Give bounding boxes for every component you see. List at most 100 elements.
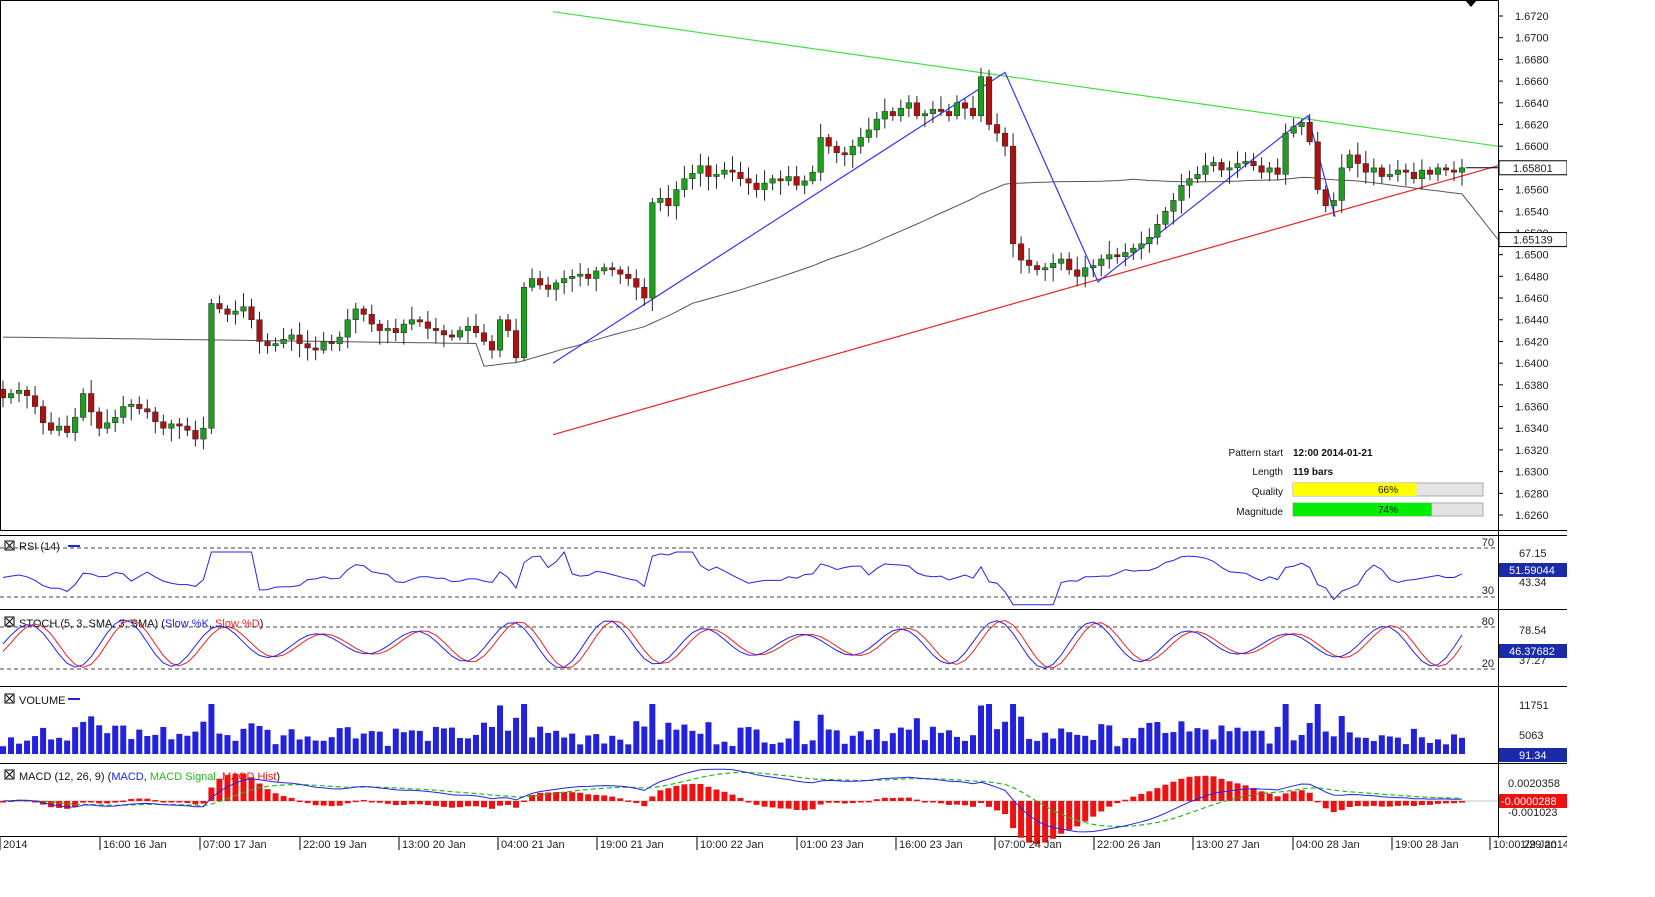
volume-bar [889, 733, 896, 754]
scroll-marker-icon[interactable] [1465, 0, 1477, 7]
volume-bar [280, 735, 287, 754]
time-tick-label: 19:00 28 Jan [1395, 839, 1459, 851]
macd-hist-bar [1426, 801, 1433, 805]
stoch-current-value: 46.37682 [1509, 646, 1555, 658]
candle-body [1218, 162, 1225, 171]
volume-bar [1018, 716, 1025, 754]
pattern-zigzag [552, 71, 1336, 364]
candle-body [1386, 174, 1393, 177]
candle-body [609, 267, 616, 271]
volume-bar [553, 730, 560, 754]
macd-hist-bar [1442, 801, 1449, 804]
price-tick-label: 1.6400 [1515, 358, 1549, 370]
macd-hist-bar [392, 801, 399, 806]
macd-hist-bar [953, 801, 960, 805]
volume-bar [184, 735, 191, 754]
candle-body [7, 393, 15, 399]
macd-hist-bar [456, 801, 463, 808]
candle-body [985, 76, 993, 125]
candle-body [464, 325, 472, 331]
macd-hist-bar [673, 785, 680, 801]
volume-bar [1442, 744, 1449, 754]
volume-bar [625, 744, 632, 754]
candle-body [472, 325, 480, 334]
volume-bar [448, 727, 455, 754]
candle-body [176, 423, 183, 427]
volume-bar [232, 740, 239, 754]
stoch-level-80-label: 80 [1482, 616, 1494, 628]
volume-bar [929, 726, 936, 754]
volume-scale-mid: 5063 [1519, 730, 1543, 742]
candle-body [40, 406, 47, 424]
macd-hist-bar [986, 801, 993, 807]
macd-hist-bar [561, 791, 568, 801]
pattern-info-box: Pattern start 12:00 2014-01-21 Length 11… [1229, 448, 1484, 518]
macd-hist-bar [713, 789, 720, 801]
macd-hist-bar [849, 801, 856, 804]
candle-body [280, 339, 287, 344]
candle-body [1082, 267, 1089, 277]
macd-hist-bar [200, 801, 207, 804]
volume-bar [16, 743, 23, 754]
macd-hist-bar [1250, 788, 1257, 801]
volume-bar [224, 735, 231, 754]
candle-body [977, 76, 985, 117]
volume-bar [521, 704, 528, 754]
macd-hist-bar [1459, 801, 1465, 803]
macd-hist-bar [1018, 801, 1025, 838]
macd-hist-bar [96, 801, 103, 804]
candle-body [440, 330, 447, 336]
volume-scale-high: 11751 [1519, 700, 1549, 712]
macd-hist-bar [1258, 791, 1265, 801]
volume-bar [657, 739, 664, 754]
stoch-title: STOCH (5, 3, SMA, 3, SMA) (Slow %K, Slow… [19, 618, 263, 630]
candle-body [1018, 243, 1025, 261]
volume-bar [809, 740, 816, 754]
macd-hist-bar [1410, 801, 1417, 807]
candle-body [312, 347, 319, 351]
volume-bar [841, 743, 848, 754]
candle-body [15, 390, 23, 394]
macd-hist-bar [553, 792, 560, 801]
candle-body [1354, 154, 1361, 164]
volume-bar [857, 731, 864, 754]
macd-title-close: ) [276, 771, 280, 783]
volume-bar [336, 728, 343, 754]
macd-hist-bar [737, 797, 744, 801]
volume-bar [1386, 736, 1393, 754]
macd-hist-bar [216, 778, 223, 801]
volume-bar [1258, 730, 1265, 754]
macd-hist-bar [336, 801, 343, 806]
candle-body [96, 411, 103, 429]
candle-body [488, 341, 496, 351]
macd-hist-bar [721, 791, 728, 801]
candle-body [184, 425, 191, 431]
candle-body [921, 113, 928, 117]
volume-bar [633, 721, 640, 754]
candle-body [625, 273, 632, 279]
volume-bar [384, 745, 391, 754]
candle-body [753, 182, 760, 190]
candle-body [1298, 122, 1305, 127]
macd-hist-bar [168, 801, 175, 803]
stoch-title-open: ( [158, 618, 165, 630]
stoch-k-label: Slow %K [165, 618, 210, 630]
volume-bar [1459, 737, 1465, 754]
candle-body [1442, 167, 1450, 171]
rsi-title: RSI (14) [19, 541, 60, 553]
macd-hist-bar [994, 801, 1001, 811]
volume-bar [761, 742, 768, 754]
candle-body [1138, 243, 1145, 249]
stoch-current-tag [1499, 644, 1567, 658]
candle-body [1234, 163, 1241, 169]
macd-hist-bar [448, 801, 455, 808]
volume-bar [921, 740, 928, 754]
candle-body [657, 197, 664, 203]
candle-body [689, 173, 696, 179]
volume-bar [537, 726, 544, 754]
volume-bar [873, 729, 880, 754]
candle-body [168, 423, 175, 429]
volume-bar [168, 739, 175, 754]
forex-chart: 1.6720 1.6700 1.6680 1.6660 1.6640 1.6620 1.66… [0, 0, 1567, 851]
volume-bar [88, 716, 95, 754]
